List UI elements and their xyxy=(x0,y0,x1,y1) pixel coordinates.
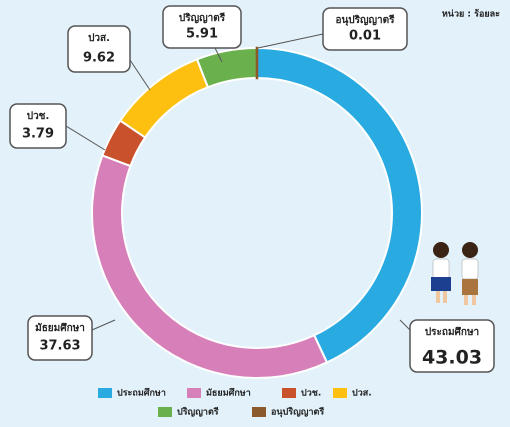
callout-name: ปวส. xyxy=(88,32,110,44)
legend-swatch xyxy=(333,388,347,398)
callout-box xyxy=(322,7,408,51)
callout-box xyxy=(409,319,495,373)
callout-value: 5.91 xyxy=(186,27,218,42)
legend-label: ปวส. xyxy=(352,388,372,399)
donut-segment xyxy=(118,57,210,139)
legend-swatch xyxy=(98,388,112,398)
leader-line xyxy=(257,33,324,49)
donut-segment xyxy=(91,154,329,379)
legend-swatch xyxy=(187,388,201,398)
leader-line xyxy=(91,319,116,331)
callout-name: มัธยมศึกษา xyxy=(35,322,85,334)
callout-name: ปวช. xyxy=(27,110,50,122)
donut-segment xyxy=(195,46,258,89)
callout-box xyxy=(9,103,67,149)
leader-line xyxy=(129,59,151,91)
children-illustration xyxy=(431,242,479,305)
legend-label: ปวช. xyxy=(301,388,321,399)
legend-label: ปริญญาตรี xyxy=(177,407,219,418)
callout-box xyxy=(162,5,242,49)
callout-box xyxy=(27,315,93,361)
callout-name: ประถมศึกษา xyxy=(425,326,479,338)
legend-swatch xyxy=(252,407,266,417)
legend-swatch xyxy=(158,407,172,417)
callout-value: 0.01 xyxy=(349,29,381,44)
callout-value: 37.63 xyxy=(39,339,80,354)
leader-line xyxy=(65,125,106,151)
leader-line xyxy=(214,47,223,63)
legend-label: อนุปริญญาตรี xyxy=(271,407,324,418)
unit-note: หน่วย : ร้อยละ xyxy=(442,9,500,20)
donut-segment xyxy=(256,46,423,364)
callout-name: ปริญญาตรี xyxy=(179,12,226,24)
callout-value: 43.03 xyxy=(422,347,482,369)
legend-label: ประถมศึกษา xyxy=(117,388,166,399)
callout-name: อนุปริญญาตรี xyxy=(335,14,395,26)
leader-line xyxy=(399,319,411,331)
callout-value: 3.79 xyxy=(22,127,54,142)
legend-swatch xyxy=(282,388,296,398)
callout-box xyxy=(67,25,131,73)
callout-value: 9.62 xyxy=(83,51,115,66)
legend-label: มัธยมศึกษา xyxy=(206,388,251,399)
